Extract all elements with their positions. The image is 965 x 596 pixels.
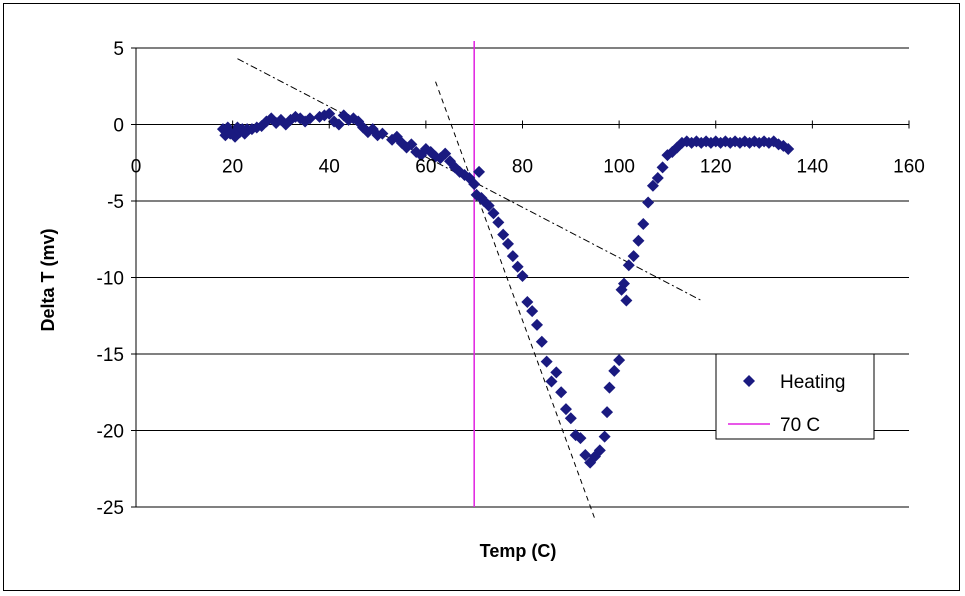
data-point-67 — [516, 269, 529, 282]
data-point-9 — [238, 127, 251, 140]
y-tick-label-5: 5 — [113, 39, 124, 60]
data-point-28 — [332, 118, 345, 131]
data-point-61 — [487, 207, 500, 220]
data-point-99 — [656, 161, 669, 174]
data-point-92 — [622, 259, 635, 272]
x-tick-label-160: 160 — [893, 157, 925, 178]
data-point-65 — [506, 250, 519, 263]
y-tick-label--20: -20 — [97, 422, 124, 443]
data-point-72 — [540, 355, 553, 368]
data-point-83 — [593, 444, 606, 457]
x-tick-label-40: 40 — [319, 157, 340, 178]
data-point-74 — [550, 366, 563, 379]
data-point-75 — [555, 386, 568, 399]
data-point-57 — [473, 165, 486, 178]
data-point-11 — [245, 123, 258, 136]
data-point-69 — [526, 305, 539, 318]
data-point-23 — [303, 112, 316, 125]
trend-line-2 — [435, 81, 596, 520]
legend-70c-label: 70 C — [780, 415, 820, 436]
x-tick-label-0: 0 — [131, 157, 142, 178]
heating-series — [216, 107, 795, 469]
data-point-93 — [627, 250, 640, 263]
y-tick-label-0: 0 — [113, 116, 124, 137]
data-point-80 — [579, 448, 592, 461]
data-point-85 — [601, 406, 614, 419]
legend: Heating 70 C — [715, 353, 875, 440]
data-point-98 — [651, 172, 664, 185]
y-tick-label--5: -5 — [107, 192, 124, 213]
data-point-84 — [598, 430, 611, 443]
y-tick-label--10: -10 — [97, 269, 124, 290]
data-point-60 — [482, 199, 495, 212]
data-point-71 — [535, 335, 548, 348]
x-tick-label-20: 20 — [222, 157, 243, 178]
data-point-91 — [620, 294, 633, 307]
data-point-70 — [530, 318, 543, 331]
data-point-79 — [574, 432, 587, 445]
legend-heating-label: Heating — [780, 372, 846, 393]
data-point-62 — [492, 216, 505, 229]
data-point-95 — [637, 217, 650, 230]
legend-box — [715, 353, 875, 440]
data-point-97 — [646, 179, 659, 192]
data-point-125 — [782, 142, 795, 155]
y-tick-label--15: -15 — [97, 345, 124, 366]
data-point-86 — [603, 381, 616, 394]
data-point-88 — [613, 354, 626, 367]
x-tick-label-80: 80 — [512, 157, 533, 178]
data-point-77 — [564, 412, 577, 425]
x-tick-label-120: 120 — [700, 157, 732, 178]
data-point-87 — [608, 364, 621, 377]
data-point-90 — [617, 277, 630, 290]
data-point-55 — [468, 178, 481, 191]
trend-lines — [237, 58, 702, 520]
data-point-68 — [521, 295, 534, 308]
data-point-94 — [632, 234, 645, 247]
y-axis-title: Delta T (mv) — [38, 228, 58, 331]
legend-heating-marker — [743, 375, 755, 387]
data-point-26 — [323, 107, 336, 120]
data-point-64 — [502, 237, 515, 250]
data-point-34 — [361, 126, 374, 139]
x-tick-label-60: 60 — [415, 157, 436, 178]
data-point-49 — [439, 147, 452, 160]
data-point-73 — [545, 375, 558, 388]
data-point-37 — [376, 127, 389, 140]
tick-labels: 0 20 40 60 80 100 120 140 160 5 0 -5 -10 -15 -20 -25 — [97, 39, 925, 519]
data-point-76 — [559, 403, 572, 416]
data-point-42 — [405, 138, 418, 151]
x-tick-label-100: 100 — [603, 157, 635, 178]
data-point-96 — [642, 196, 655, 209]
data-point-63 — [497, 228, 510, 241]
y-tick-label--25: -25 — [97, 498, 124, 519]
x-axis-title: Temp (C) — [480, 541, 557, 561]
data-point-66 — [511, 260, 524, 273]
x-tick-label-140: 140 — [797, 157, 829, 178]
chart-frame — [3, 3, 960, 591]
